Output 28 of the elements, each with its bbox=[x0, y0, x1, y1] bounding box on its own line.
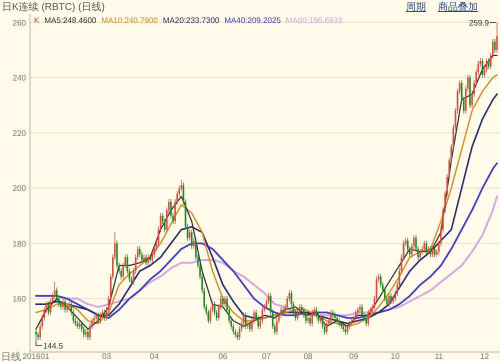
text: MA20:233.7300 bbox=[162, 16, 220, 25]
x-tick-label: 11 bbox=[434, 352, 444, 361]
x-tick-label: 03 bbox=[102, 352, 112, 361]
x-tick-label: 06 bbox=[218, 352, 228, 361]
y-tick-label: 240 bbox=[12, 74, 27, 83]
x-tick-label: 09 bbox=[349, 352, 359, 361]
y-tick-label: 180 bbox=[12, 239, 27, 248]
y-tick-label: 220 bbox=[12, 128, 27, 138]
x-tick-label: 08 bbox=[304, 352, 314, 361]
x-tick-label: 12 bbox=[480, 352, 490, 361]
annotation: 144.5 bbox=[43, 342, 64, 350]
text: MA40:209.2025 bbox=[224, 16, 282, 25]
x-tick-label: 07 bbox=[262, 352, 272, 361]
x-tick-label: 201601 bbox=[22, 352, 50, 361]
y-tick-label: 160 bbox=[12, 294, 27, 304]
y-tick-label: 260 bbox=[12, 18, 27, 28]
text: MA10:240.7900 bbox=[101, 16, 158, 25]
x-axis-title: 日线 bbox=[1, 351, 21, 361]
text: MA5:248.4600 bbox=[44, 16, 97, 25]
text: 周期 bbox=[406, 1, 426, 13]
text: 商品叠加 bbox=[438, 1, 478, 13]
y-tick-label: 200 bbox=[12, 184, 27, 194]
annotation: 259.9 bbox=[468, 18, 490, 28]
x-tick-label: 10 bbox=[390, 352, 400, 361]
chart-title: 日K连续 (RBTC) (日线) bbox=[2, 1, 105, 13]
x-tick-label: 04 bbox=[150, 352, 160, 361]
text: MA60:196.6933 bbox=[286, 16, 343, 25]
text: K bbox=[34, 16, 40, 25]
